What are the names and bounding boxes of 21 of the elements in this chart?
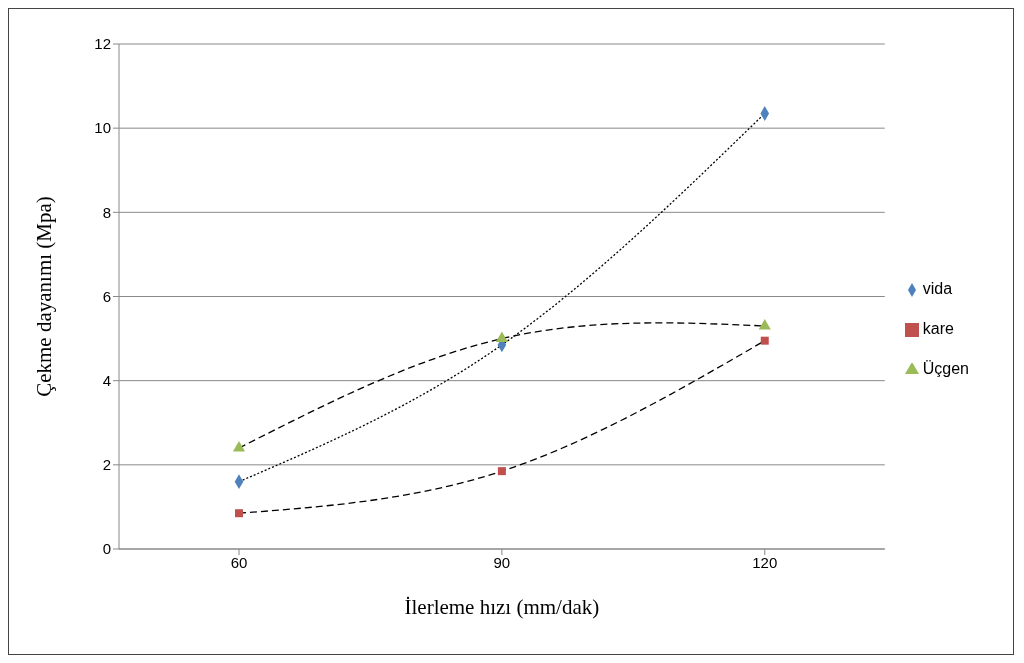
y-tick-label: 10 bbox=[94, 119, 111, 137]
point bbox=[497, 467, 506, 476]
point bbox=[495, 331, 508, 343]
x-tick-label: 90 bbox=[493, 553, 511, 571]
point bbox=[232, 440, 246, 452]
point bbox=[758, 318, 771, 330]
y-tick-label: 4 bbox=[102, 371, 111, 389]
x-axis-title: İlerleme hızı (mm/dak) bbox=[404, 595, 600, 619]
legend-label: Üçgen bbox=[922, 360, 969, 377]
point bbox=[760, 336, 769, 345]
legend-label: kare bbox=[922, 320, 954, 337]
legend-label: vida bbox=[922, 280, 953, 297]
y-tick-label: 6 bbox=[102, 287, 111, 305]
y-tick-label: 0 bbox=[102, 540, 111, 558]
x-tick-label: 60 bbox=[230, 553, 248, 571]
y-axis-title: Çekme dayanımı (Mpa) bbox=[32, 196, 57, 397]
y-tick-label: 8 bbox=[102, 203, 111, 221]
x-tick-label: 120 bbox=[752, 553, 778, 571]
point bbox=[235, 509, 243, 518]
y-tick-label: 2 bbox=[102, 456, 111, 474]
y-tick-label: 12 bbox=[94, 35, 111, 53]
